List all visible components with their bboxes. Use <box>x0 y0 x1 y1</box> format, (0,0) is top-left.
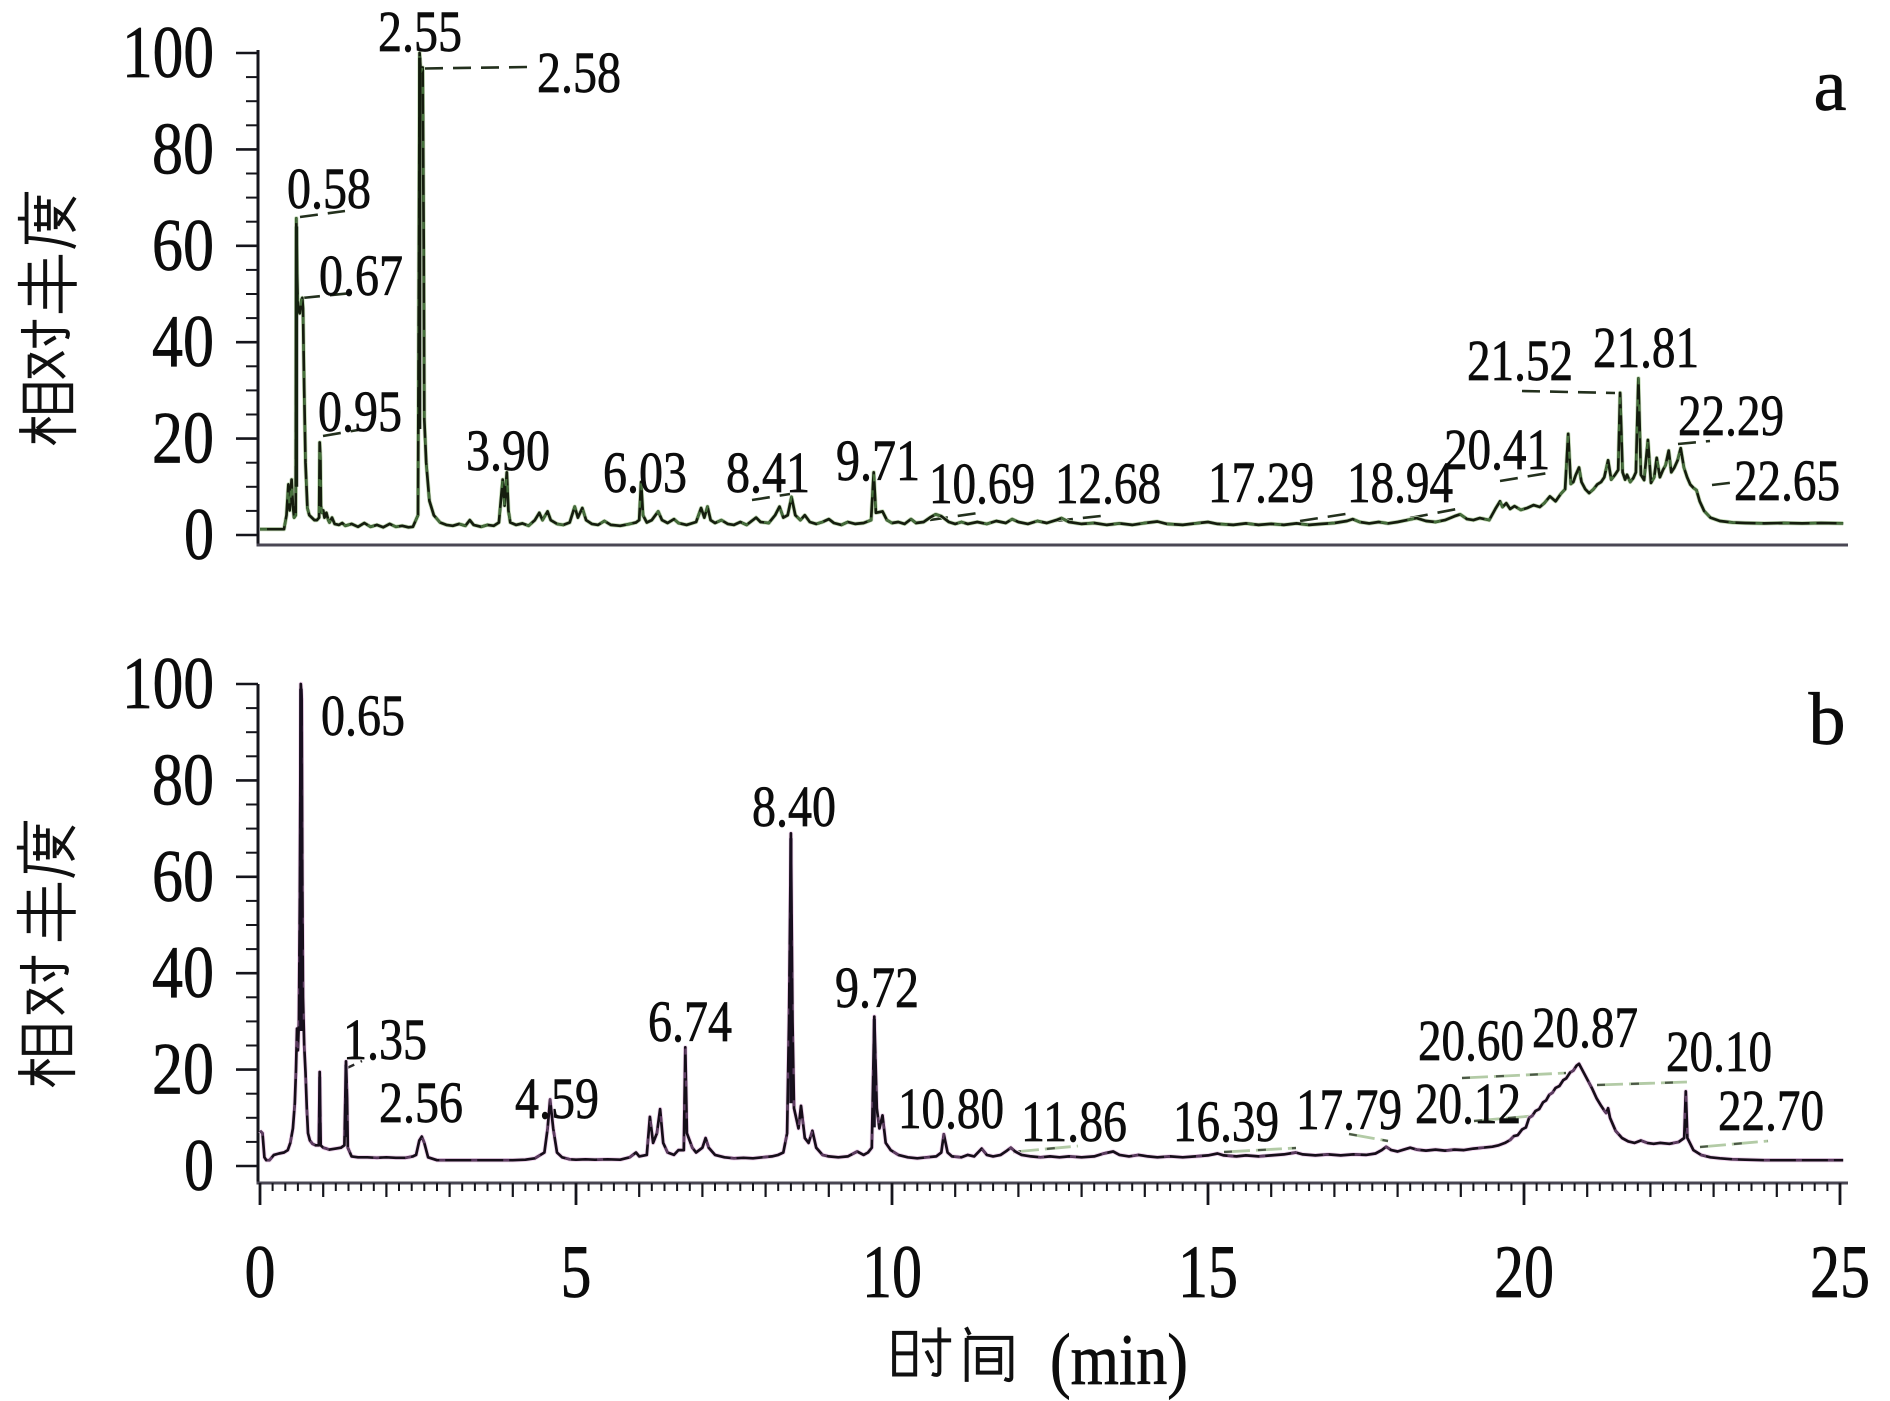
svg-text:2.56: 2.56 <box>379 1070 463 1135</box>
svg-text:20: 20 <box>1494 1231 1554 1314</box>
svg-text:60: 60 <box>152 205 214 287</box>
svg-text:18.94: 18.94 <box>1347 450 1453 515</box>
svg-text:5: 5 <box>561 1231 592 1314</box>
svg-text:0.58: 0.58 <box>287 156 371 221</box>
svg-text:b: b <box>1809 679 1846 761</box>
svg-text:0: 0 <box>245 1231 276 1314</box>
svg-text:20: 20 <box>152 1029 214 1111</box>
svg-text:20.87: 20.87 <box>1532 995 1638 1060</box>
svg-text:100: 100 <box>122 12 214 94</box>
svg-text:100: 100 <box>122 643 214 725</box>
svg-text:22.29: 22.29 <box>1678 383 1784 448</box>
svg-text:22.70: 22.70 <box>1718 1078 1824 1143</box>
svg-text:0: 0 <box>184 494 214 576</box>
svg-text:60: 60 <box>152 836 214 918</box>
svg-text:0.67: 0.67 <box>319 243 403 308</box>
svg-text:4.59: 4.59 <box>515 1066 599 1131</box>
svg-text:20.12: 20.12 <box>1415 1071 1521 1136</box>
svg-text:10.80: 10.80 <box>898 1076 1004 1141</box>
svg-text:15: 15 <box>1178 1231 1238 1314</box>
svg-text:20.60: 20.60 <box>1418 1008 1524 1073</box>
svg-text:20.10: 20.10 <box>1666 1019 1772 1084</box>
svg-text:1.35: 1.35 <box>343 1007 427 1072</box>
svg-text:(min): (min) <box>1050 1319 1188 1400</box>
svg-text:10: 10 <box>862 1231 922 1314</box>
svg-text:6.03: 6.03 <box>603 440 687 505</box>
svg-text:8.41: 8.41 <box>726 440 810 505</box>
svg-text:9.72: 9.72 <box>835 955 919 1020</box>
svg-text:17.79: 17.79 <box>1296 1077 1402 1142</box>
svg-text:17.29: 17.29 <box>1208 450 1314 515</box>
svg-text:80: 80 <box>152 739 214 821</box>
svg-text:40: 40 <box>152 932 214 1014</box>
svg-text:20.41: 20.41 <box>1444 417 1550 482</box>
svg-text:10.69: 10.69 <box>929 451 1035 516</box>
svg-text:16.39: 16.39 <box>1173 1089 1279 1154</box>
svg-text:a: a <box>1814 45 1847 127</box>
svg-text:25: 25 <box>1810 1231 1870 1314</box>
svg-text:80: 80 <box>152 108 214 190</box>
svg-text:21.81: 21.81 <box>1593 315 1699 380</box>
svg-text:2.55: 2.55 <box>378 0 462 64</box>
svg-text:0.65: 0.65 <box>321 683 405 748</box>
svg-text:40: 40 <box>152 301 214 383</box>
svg-text:3.90: 3.90 <box>466 418 550 483</box>
svg-text:21.52: 21.52 <box>1467 328 1573 393</box>
svg-text:0.95: 0.95 <box>318 379 402 444</box>
svg-text:12.68: 12.68 <box>1055 451 1161 516</box>
svg-text:2.58: 2.58 <box>537 40 621 105</box>
svg-text:11.86: 11.86 <box>1021 1089 1127 1154</box>
svg-text:22.65: 22.65 <box>1734 448 1840 513</box>
svg-text:9.71: 9.71 <box>836 428 920 493</box>
svg-text:8.40: 8.40 <box>752 774 836 839</box>
svg-text:0: 0 <box>184 1125 214 1207</box>
svg-text:20: 20 <box>152 398 214 480</box>
svg-text:6.74: 6.74 <box>648 989 732 1054</box>
